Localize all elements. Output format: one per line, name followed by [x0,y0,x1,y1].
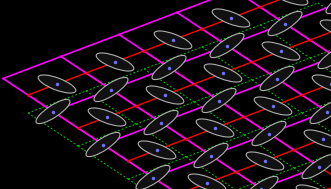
Ellipse shape [210,33,244,58]
Ellipse shape [312,75,331,93]
Ellipse shape [246,152,284,170]
Ellipse shape [188,174,226,189]
Ellipse shape [194,143,228,168]
Ellipse shape [270,0,308,5]
Ellipse shape [244,176,278,189]
Ellipse shape [88,108,126,126]
Ellipse shape [326,0,331,14]
Ellipse shape [38,75,76,93]
Ellipse shape [296,185,331,189]
Ellipse shape [138,141,176,159]
Ellipse shape [86,132,120,157]
Ellipse shape [152,55,186,80]
Ellipse shape [304,130,331,148]
Ellipse shape [204,64,242,82]
Ellipse shape [320,20,331,38]
Ellipse shape [310,99,331,124]
Ellipse shape [36,99,70,124]
Ellipse shape [302,154,331,179]
Ellipse shape [202,88,236,113]
Ellipse shape [268,11,302,36]
Ellipse shape [254,97,292,115]
Ellipse shape [94,77,128,102]
Ellipse shape [196,119,234,137]
Ellipse shape [144,110,178,135]
Ellipse shape [260,66,294,91]
Ellipse shape [154,31,192,49]
Ellipse shape [146,86,184,104]
Ellipse shape [262,42,300,60]
Ellipse shape [318,44,331,69]
Ellipse shape [212,9,250,27]
Ellipse shape [252,121,286,146]
Ellipse shape [96,53,134,71]
Ellipse shape [136,165,170,189]
